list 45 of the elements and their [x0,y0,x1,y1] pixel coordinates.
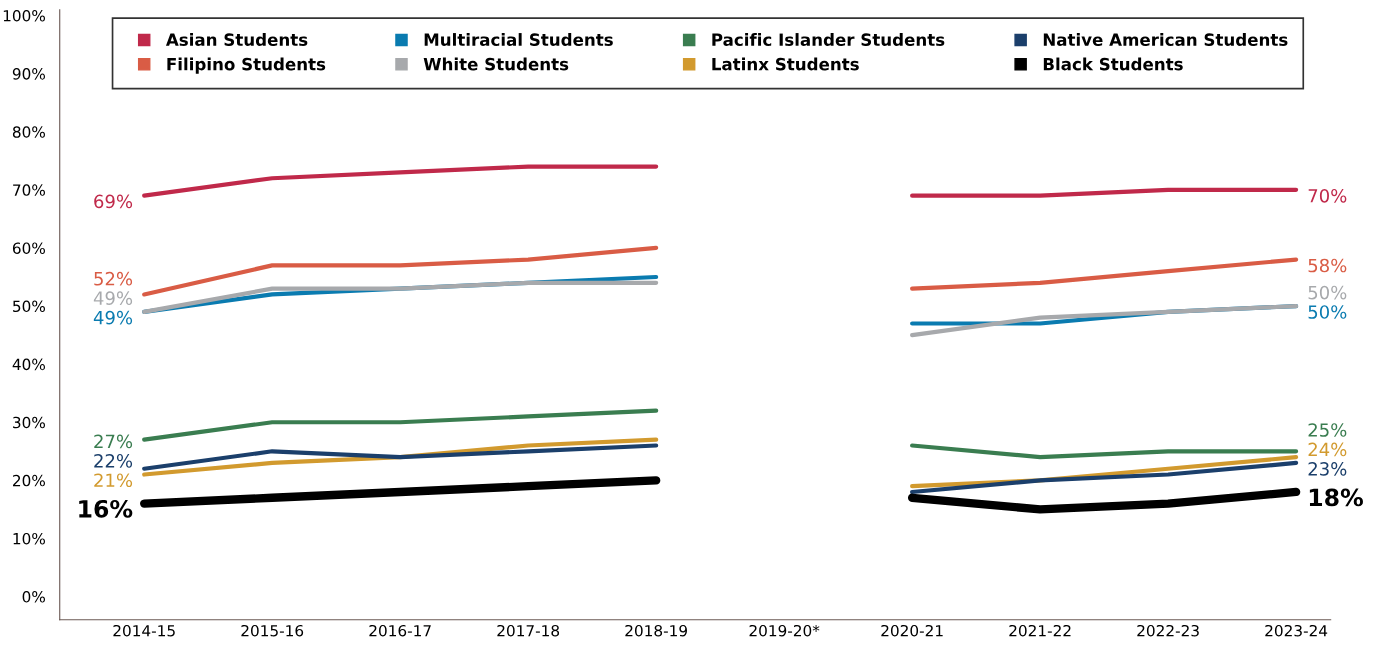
x-tick-label: 2021-22 [1009,624,1071,637]
data-label: 23% [1308,462,1347,476]
x-tick-label: 2022-23 [1137,624,1199,637]
legend-label: Filipino Students [167,57,326,74]
x-tick-label: 2014-15 [113,624,175,637]
x-tick-label: 2016-17 [369,624,431,637]
x-tick-label: 2019-20* [749,624,820,637]
data-label: 16% [79,499,133,518]
x-tick-label: 2020-21 [881,624,943,637]
data-label: 22% [94,454,133,468]
data-label: 70% [1308,188,1347,203]
y-tick-label: 60% [12,242,45,254]
y-tick-label: 0% [22,591,45,603]
data-label: 18% [1309,488,1363,507]
x-tick-label: 2017-18 [497,624,560,637]
data-label: 58% [1308,258,1347,273]
data-label: 24% [1308,442,1347,457]
y-tick-label: 20% [13,474,45,487]
y-tick-label: 100% [3,10,45,22]
data-label: 25% [1308,423,1347,437]
y-tick-label: 50% [13,300,45,313]
y-tick-label: 80% [12,126,45,138]
y-tick-label: 70% [13,184,45,196]
x-tick-label: 2018-19 [625,624,687,637]
y-tick-label: 10% [13,532,45,545]
legend-label: Asian Students [165,33,308,46]
data-label: 27% [94,434,133,449]
y-tick-label: 90% [12,68,45,80]
data-label: 49% [93,291,133,305]
legend-label: Latinx Students [712,57,859,71]
legend-label: Pacific Islander Students [712,33,945,46]
data-label: 69% [94,194,133,209]
legend-label: Multiracial Students [424,33,613,46]
data-label: 52% [94,271,133,286]
y-tick-label: 40% [12,358,45,371]
legend-label: Black Students [1043,57,1183,71]
legend-label: White Students [423,57,569,71]
legend-label: Native American Students [1043,33,1288,46]
y-tick-label: 30% [13,416,45,429]
x-tick-label: 2023-24 [1265,624,1328,637]
data-label: 21% [94,473,133,488]
data-label: 50% [1308,305,1347,319]
x-tick-label: 2015-16 [241,624,304,637]
data-label: 50% [1308,285,1347,300]
data-label: 49% [93,310,133,325]
